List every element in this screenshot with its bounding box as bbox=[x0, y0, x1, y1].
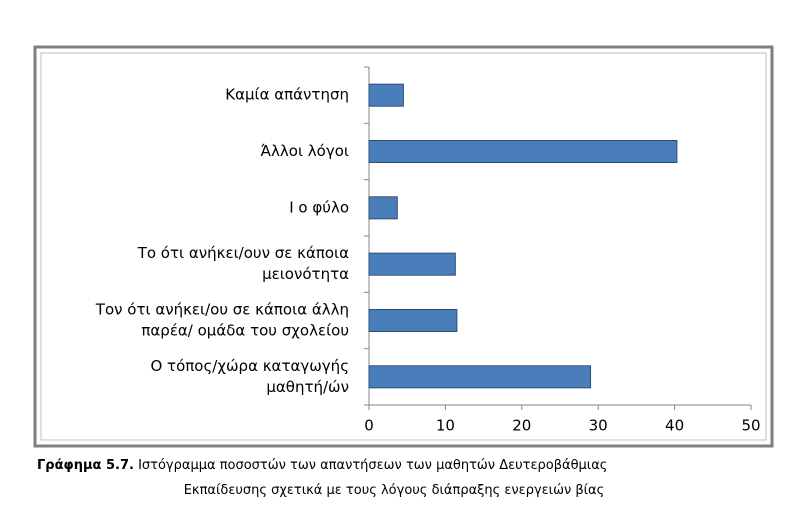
y-tick-label: παρέα/ ομάδα του σχολείου bbox=[141, 322, 349, 340]
y-tick-label: Άλλοι λόγοι bbox=[261, 142, 349, 160]
y-tick-label: Ι ο φύλο bbox=[289, 198, 349, 216]
caption-text: Εκπαίδευσης σχετικά με τους λόγους διάπρ… bbox=[183, 483, 605, 498]
bar bbox=[368, 83, 404, 107]
caption-line: Εκπαίδευσης σχετικά με τους λόγους διάπρ… bbox=[0, 483, 788, 498]
x-tick-label: 40 bbox=[665, 417, 684, 435]
x-tick-label: 50 bbox=[741, 417, 760, 435]
bar bbox=[368, 365, 592, 389]
x-tick-label: 0 bbox=[364, 417, 374, 435]
bar bbox=[368, 309, 458, 332]
y-tick-label: Το ότι ανήκει/ουν σε κάποια bbox=[137, 244, 349, 262]
caption-label: Γράφημα 5.7. bbox=[37, 458, 134, 473]
bar bbox=[368, 196, 398, 220]
chart: 0 10 20 30 40 50 Καμία απάντηση Άλλοι λόγοι Ι ο … bbox=[33, 45, 774, 448]
x-tick-label: 20 bbox=[512, 417, 531, 435]
caption-text: Ιστόγραμμα ποσοστών των απαντήσεων των μ… bbox=[138, 458, 608, 473]
y-tick-label: μειονότητα bbox=[262, 265, 349, 283]
y-tick-label: Ο τόπος/χώρα καταγωγής bbox=[150, 357, 349, 375]
caption-line: Γράφημα 5.7. Ιστόγραμμα ποσοστών των απα… bbox=[37, 458, 607, 473]
x-tick-label: 10 bbox=[436, 417, 455, 435]
bar bbox=[368, 140, 678, 163]
x-tick-label: 30 bbox=[589, 417, 608, 435]
chart-inner-frame bbox=[40, 52, 767, 441]
bar bbox=[368, 252, 456, 276]
y-tick-label: Καμία απάντηση bbox=[225, 86, 349, 104]
y-tick-label: μαθητή/ών bbox=[266, 378, 349, 396]
y-tick-label: Τον ότι ανήκει/ου σε κάποια άλλη bbox=[95, 301, 349, 319]
